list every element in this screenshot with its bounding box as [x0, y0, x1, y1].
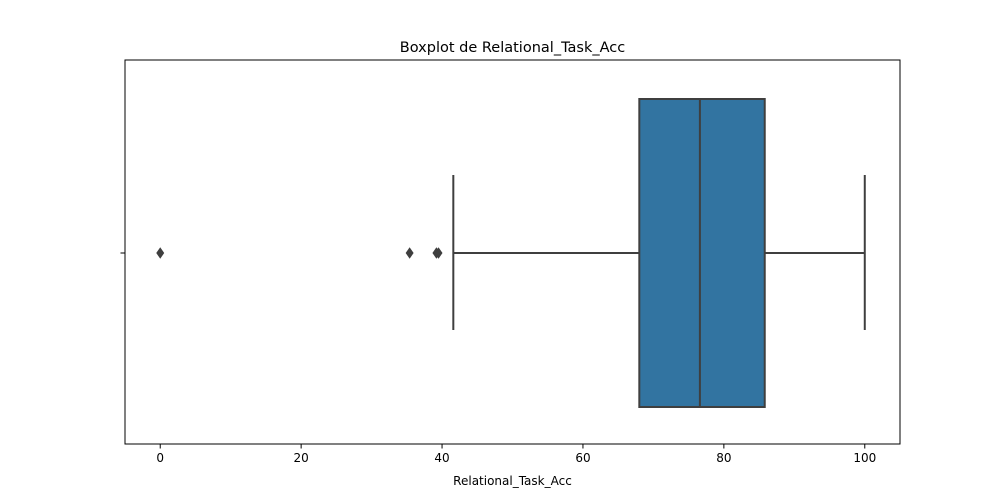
- x-axis-ticks: 0 20 40 60 80 100: [156, 444, 876, 465]
- boxplot-group: [156, 98, 866, 408]
- x-tick-label: 60: [575, 451, 590, 465]
- outlier-point: [434, 247, 443, 259]
- chart-title: Boxplot de Relational_Task_Acc: [400, 40, 625, 56]
- outlier-point: [156, 247, 165, 259]
- x-tick-label: 40: [434, 451, 449, 465]
- outlier-point: [405, 247, 414, 259]
- interquartile-box: [638, 98, 766, 408]
- x-axis-label: Relational_Task_Acc: [453, 474, 572, 488]
- x-tick-label: 80: [716, 451, 731, 465]
- x-tick-label: 100: [853, 451, 876, 465]
- x-tick-label: 20: [293, 451, 308, 465]
- x-tick-label: 0: [156, 451, 164, 465]
- plot-area-frame: [124, 59, 901, 445]
